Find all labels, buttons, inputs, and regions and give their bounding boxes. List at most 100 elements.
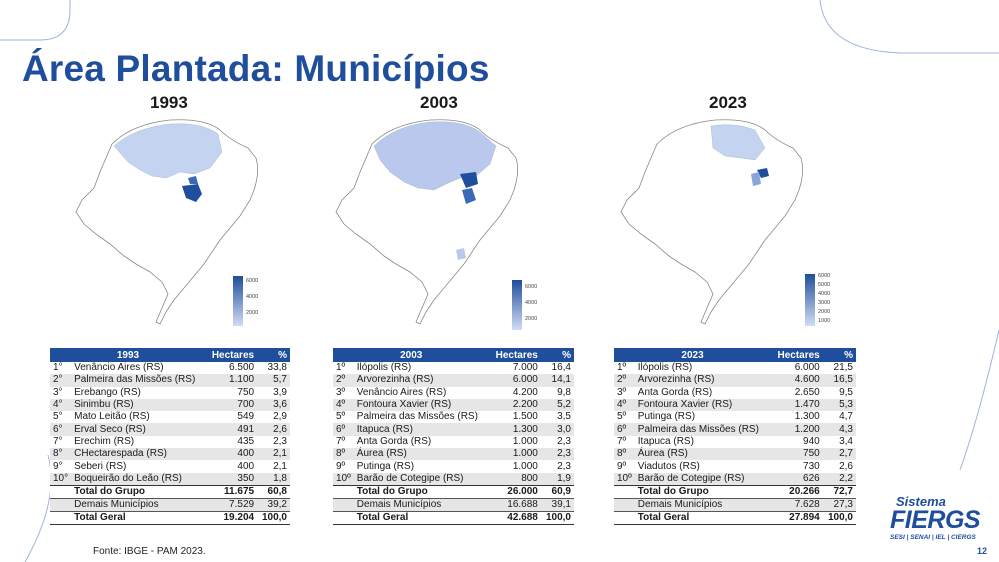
municipality-name: Itapuca (RS): [353, 423, 490, 436]
municipality-name: CHectarespada (RS): [71, 448, 206, 461]
other-municipalities-hectares: 7.529: [205, 497, 258, 512]
map-2003: [335, 119, 518, 325]
rank-position: 7º: [333, 435, 354, 449]
other-municipalities-row: Demais Municípios 7.529 39,2: [50, 497, 290, 512]
rank-position: 5º: [614, 411, 635, 424]
table-row: 4º Fontoura Xavier (RS) 2.200 5,2: [333, 398, 574, 412]
total-group-label: Total do Grupo: [353, 484, 490, 499]
hectares-value: 1.470: [771, 398, 823, 412]
municipality-name: Fontoura Xavier (RS): [634, 398, 772, 412]
municipality-name: Palmeira das Missões (RS): [634, 423, 772, 436]
legend-tick: 1000: [818, 318, 831, 324]
hectares-value: 350: [205, 472, 258, 486]
grand-total-pct: 100,0: [540, 510, 574, 525]
sistema-fiergs-logo: Sistema FIERGS SESI | SENAI | IEL | CIER…: [888, 494, 981, 546]
hectares-value: 6.500: [205, 362, 258, 375]
rank-position: 1°: [50, 362, 72, 375]
source-note: Fonte: IBGE - PAM 2023.: [93, 546, 206, 557]
municipality-name: Palmeira das Missões (RS): [71, 374, 206, 387]
pct-value: 21,5: [822, 362, 856, 375]
table-header-year: 1993: [50, 348, 206, 362]
rank-position: 8º: [614, 448, 635, 461]
rank-position: 1º: [333, 362, 354, 375]
other-municipalities-hectares: 7.628: [771, 497, 823, 512]
pct-value: 9,5: [822, 386, 856, 399]
municipality-name: Barão de Cotegipe (RS): [634, 472, 772, 486]
table-row: 6° Erval Seco (RS) 491 2,6: [50, 423, 290, 436]
table-row: 2° Palmeira das Missões (RS) 1.100 5,7: [50, 374, 290, 387]
pct-value: 14,1: [540, 374, 574, 387]
other-municipalities-row: Demais Municípios 7.628 27,3: [614, 497, 856, 512]
hectares-value: 435: [205, 435, 258, 449]
table-row: 6º Palmeira das Missões (RS) 1.200 4,3: [614, 423, 856, 436]
map-legend-2003: 6000 4000 2000: [512, 280, 552, 332]
table-row: 7° Erechim (RS) 435 2,3: [50, 435, 290, 449]
table-row: 3º Venâncio Aires (RS) 4.200 9,8: [333, 386, 574, 399]
dark-area-region: [182, 184, 202, 202]
rank-position: 6º: [333, 423, 354, 436]
grand-total-row: Total Geral 19.204 100,0: [50, 510, 290, 525]
table-row: 8º Áurea (RS) 1.000 2,3: [333, 448, 574, 461]
rank-position: 3°: [50, 386, 72, 399]
table-row: 9° Seberi (RS) 400 2,1: [50, 460, 290, 473]
legend-tick: 6000: [525, 284, 538, 290]
hectares-value: 1.000: [489, 460, 541, 473]
ranking-table-1993: 1993 Hectares % 1° Venâncio Aires (RS) 6.5…: [50, 348, 290, 525]
other-municipalities-pct: 39,1: [540, 497, 574, 512]
table-header-pct: %: [540, 348, 574, 362]
pct-value: 16,5: [822, 374, 856, 387]
total-group-pct: 60,8: [257, 484, 290, 499]
municipality-name: Anta Gorda (RS): [634, 386, 772, 399]
table-row: 6º Itapuca (RS) 1.300 3,0: [333, 423, 574, 436]
ranking-table-2023: 2023 Hectares % 1º Ilópolis (RS) 6.000 21,5…: [614, 348, 856, 525]
dark-area-region: [460, 172, 478, 188]
hectares-value: 1.300: [489, 423, 541, 436]
legend-tick: 5000: [818, 282, 831, 288]
table-header-pct: %: [257, 348, 290, 362]
high-area-region: [710, 124, 766, 161]
table-row: 7º Anta Gorda (RS) 1.000 2,3: [333, 435, 574, 449]
table-row: 1º Ilópolis (RS) 7.000 16,4: [333, 362, 574, 375]
pct-value: 4,3: [822, 423, 856, 436]
pct-value: 4,7: [822, 411, 856, 424]
hectares-value: 4.200: [489, 386, 541, 399]
legend-gradient: [233, 276, 243, 326]
total-group-label: Total do Grupo: [71, 484, 206, 499]
table-row: 1º Ilópolis (RS) 6.000 21,5: [614, 362, 856, 375]
rank-position: 3º: [333, 386, 354, 399]
pct-value: 2,3: [540, 435, 574, 449]
grand-total-label: Total Geral: [71, 510, 206, 525]
grand-total-hectares: 19.204: [205, 510, 258, 525]
municipality-name: Itapuca (RS): [634, 435, 772, 449]
total-group-row: Total do Grupo 26.000 60,9: [333, 484, 574, 499]
rank-position: 4º: [333, 398, 354, 412]
table-row: 3º Anta Gorda (RS) 2.650 9,5: [614, 386, 856, 399]
total-group-hectares: 20.266: [771, 484, 823, 499]
table-row: 9º Putinga (RS) 1.000 2,3: [333, 460, 574, 473]
table-row: 8° CHectarespada (RS) 400 2,1: [50, 448, 290, 461]
hectares-value: 549: [205, 411, 258, 424]
other-municipalities-label: Demais Municípios: [71, 497, 206, 512]
other-municipalities-pct: 27,3: [822, 497, 856, 512]
mid-area-region: [751, 172, 761, 186]
pct-value: 2,3: [257, 435, 290, 449]
table-row: 10º Barão de Cotegipe (RS) 626 2,2: [614, 472, 856, 486]
hectares-value: 730: [771, 460, 823, 473]
municipality-name: Erval Seco (RS): [71, 423, 206, 436]
rank-position: 7º: [614, 435, 635, 449]
pct-value: 5,7: [257, 374, 290, 387]
municipality-name: Viadutos (RS): [634, 460, 772, 473]
hectares-value: 4.600: [771, 374, 823, 387]
municipality-name: Anta Gorda (RS): [353, 435, 490, 449]
rank-position: 7°: [50, 435, 72, 449]
municipality-name: Ilópolis (RS): [634, 362, 772, 375]
rank-position: 10º: [614, 472, 635, 486]
hectares-value: 400: [205, 448, 258, 461]
municipality-name: Palmeira das Missões (RS): [353, 411, 490, 424]
hectares-value: 626: [771, 472, 823, 486]
total-group-label: Total do Grupo: [634, 484, 772, 499]
municipality-name: Putinga (RS): [353, 460, 490, 473]
pct-value: 2,3: [540, 448, 574, 461]
page-number: 12: [976, 546, 987, 556]
legend-tick: 4000: [246, 294, 259, 300]
